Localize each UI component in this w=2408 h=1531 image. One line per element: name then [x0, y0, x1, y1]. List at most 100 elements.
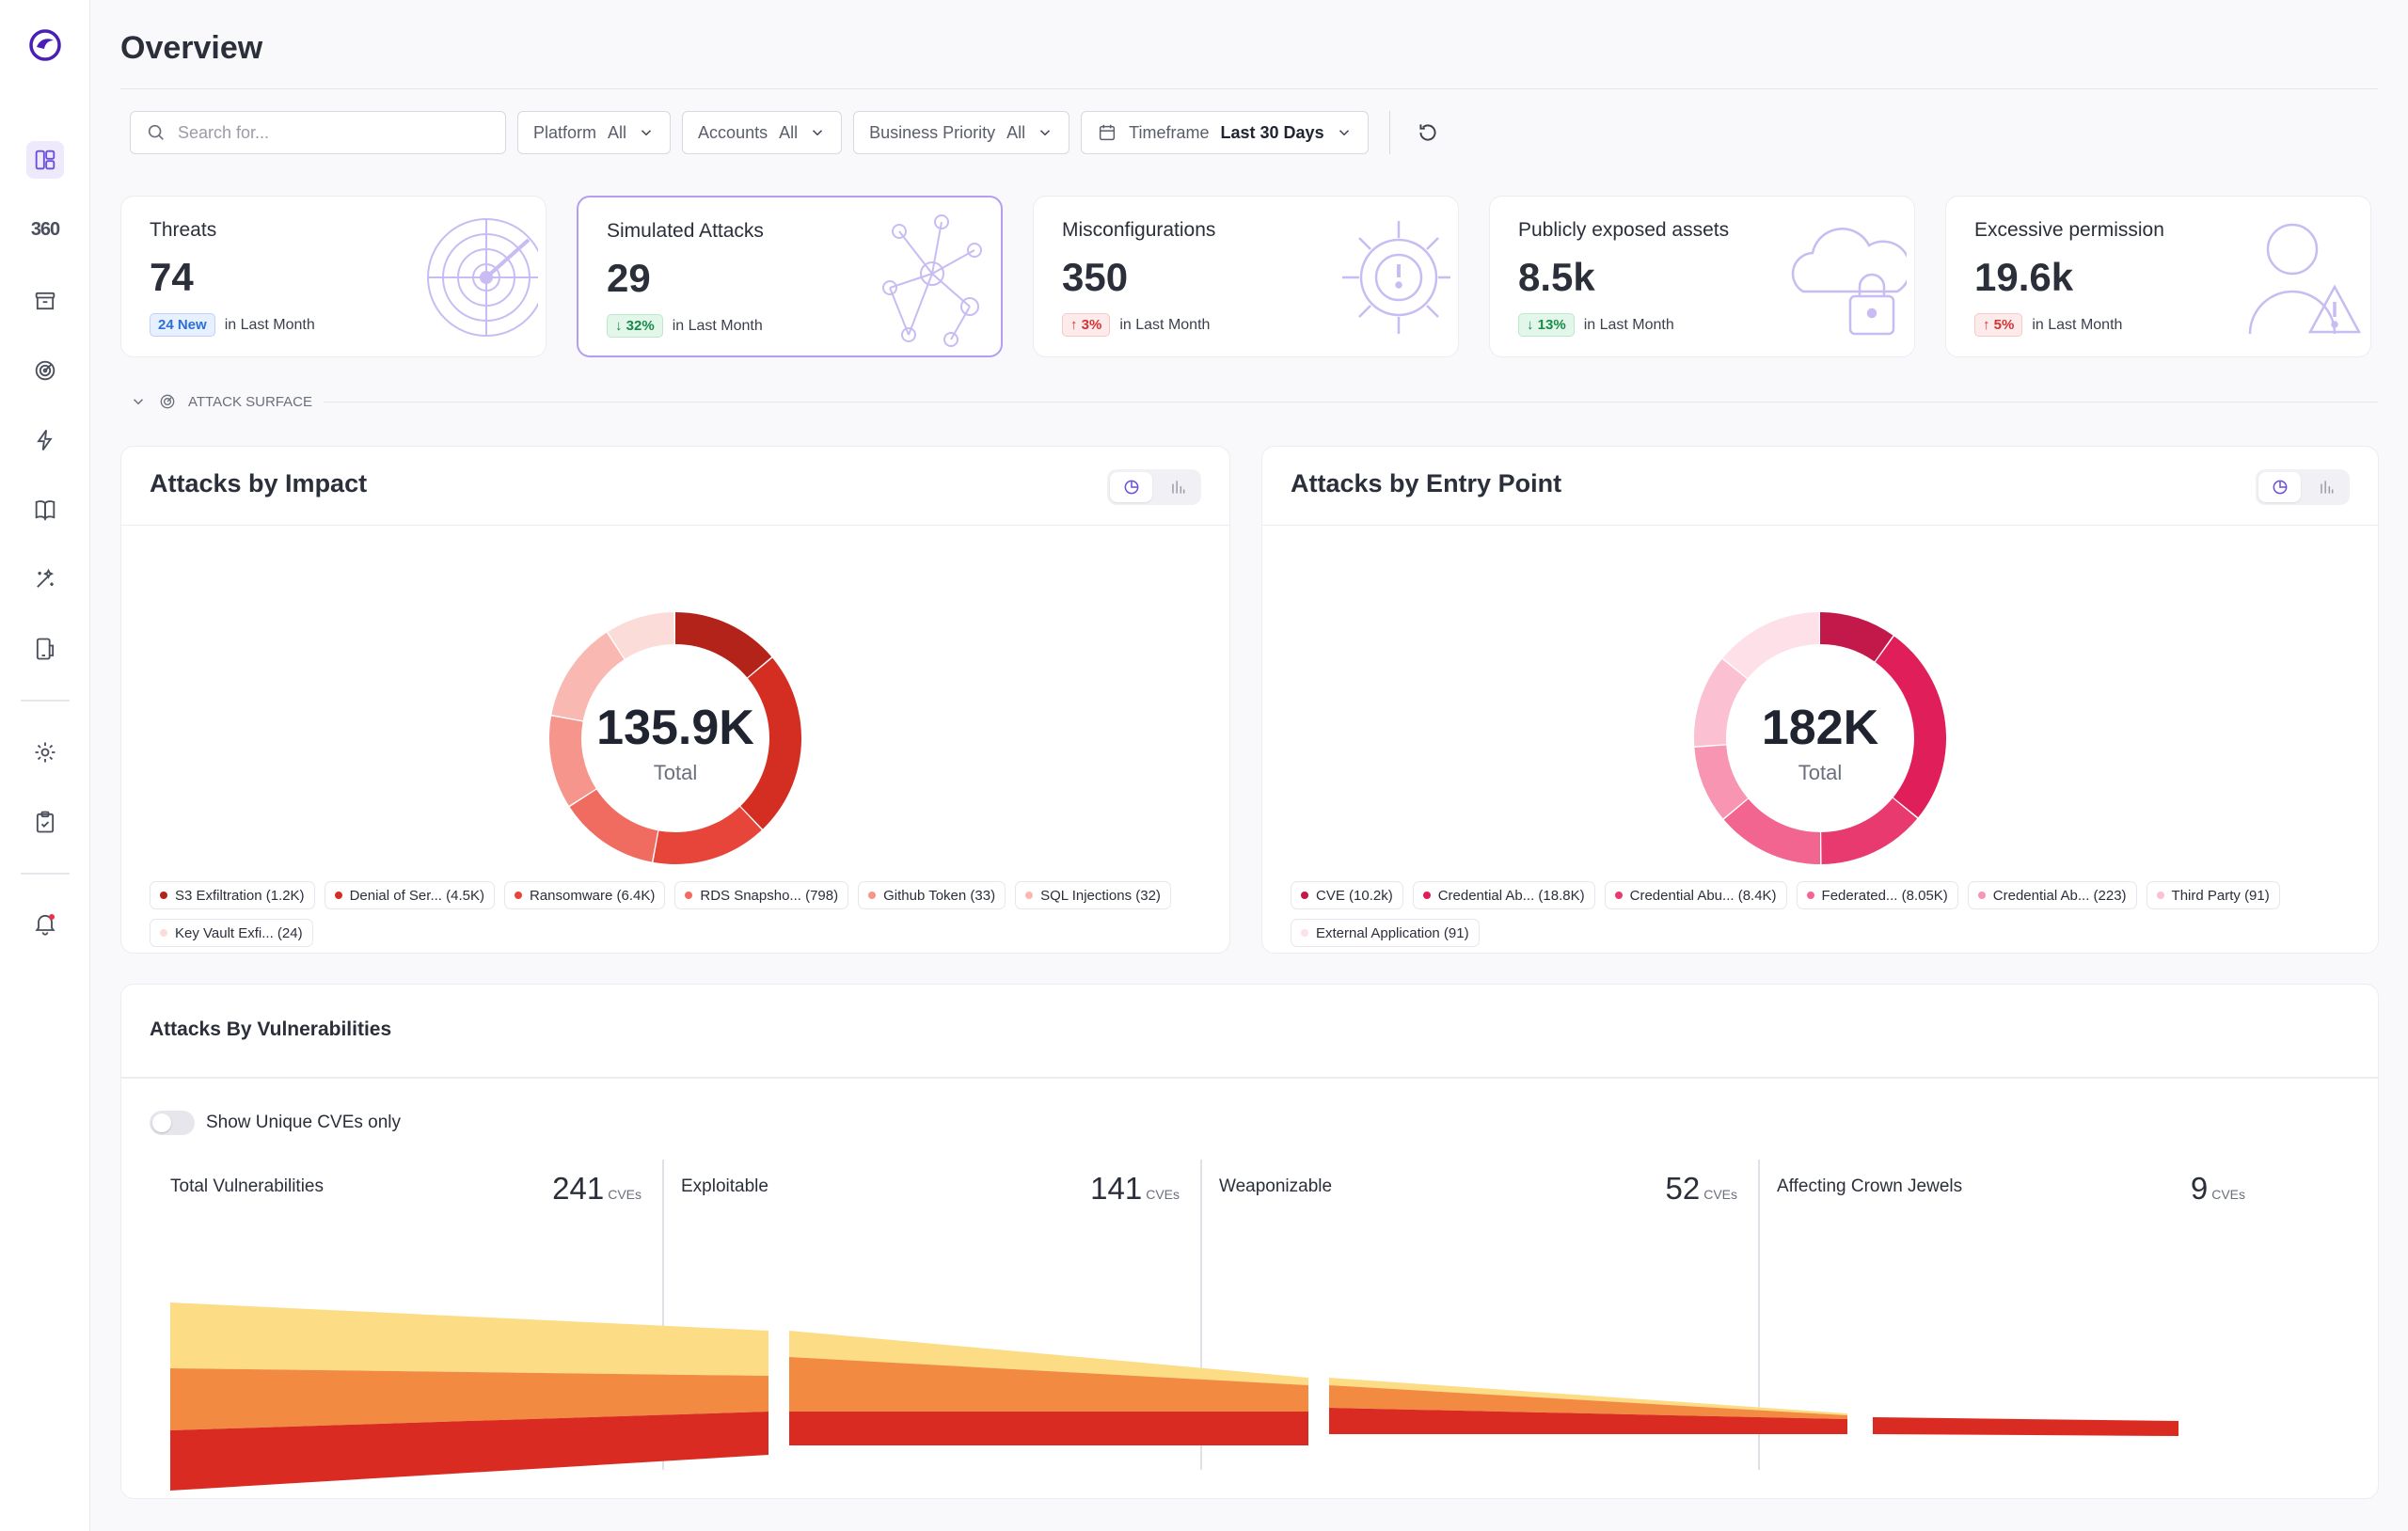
radar-illustration-icon	[427, 218, 538, 337]
impact-legend-item[interactable]: RDS Snapsho... (798)	[674, 881, 849, 909]
funnel-band-yellow	[170, 1302, 768, 1376]
timeframe-filter-value: Last 30 Days	[1220, 122, 1324, 142]
simulated-attacks-card[interactable]: Simulated Attacks 29 ↓ 32% in Last Month	[577, 196, 1003, 357]
gear-icon[interactable]	[26, 734, 64, 771]
clipboard-check-icon[interactable]	[26, 803, 64, 841]
publicly-exposed-assets-card[interactable]: Publicly exposed assets 8.5k ↓ 13% in La…	[1489, 196, 1915, 357]
misconfigurations-card[interactable]: Misconfigurations 350 ↑ 3% in Last Month	[1033, 196, 1459, 357]
impact-donut-segment[interactable]	[569, 789, 658, 862]
card-period: in Last Month	[1119, 316, 1211, 333]
impact-legend-item[interactable]: Github Token (33)	[858, 881, 1006, 909]
bell-icon[interactable]	[26, 905, 64, 942]
lightning-icon[interactable]	[26, 421, 64, 459]
impact-donut-segment[interactable]	[740, 657, 801, 829]
funnel-band-red	[1329, 1408, 1847, 1434]
impact-legend-item[interactable]: Denial of Ser... (4.5K)	[324, 881, 495, 909]
sidebar-divider	[21, 700, 70, 702]
card-title: Threats	[150, 219, 217, 241]
entry-donut-segment[interactable]	[1694, 745, 1748, 819]
stage-affecting-crown-jewels[interactable]: Affecting Crown Jewels 9 CVEs	[1758, 1160, 2266, 1470]
entry-legend-item[interactable]: Credential Abu... (8.4K)	[1604, 881, 1787, 909]
business-priority-filter[interactable]: Business Priority All	[853, 111, 1070, 154]
funnel-band-orange	[789, 1357, 1308, 1412]
accounts-filter[interactable]: Accounts All	[682, 111, 843, 154]
impact-donut-segment[interactable]	[675, 612, 772, 678]
trend-badge: ↑ 3%	[1062, 313, 1111, 337]
cloud-lock-illustration-icon	[1791, 228, 1907, 336]
stage-unit: CVEs	[2211, 1187, 2245, 1202]
radar-icon[interactable]	[26, 352, 64, 389]
timeframe-filter-label: Timeframe	[1129, 122, 1210, 142]
legend-label: Third Party (91)	[2171, 887, 2270, 904]
excessive-permission-card[interactable]: Excessive permission 19.6k ↑ 5% in Last …	[1945, 196, 2371, 357]
bar-chart-toggle[interactable]	[2305, 472, 2347, 502]
entry-legend-item[interactable]: Credential Ab... (223)	[1967, 881, 2137, 909]
impact-donut-total-label: Total	[654, 761, 697, 784]
entry-donut-segment[interactable]	[1875, 636, 1946, 818]
card-footer: ↓ 32% in Last Month	[607, 314, 763, 338]
stage-label: Exploitable	[681, 1176, 768, 1196]
chevron-down-icon	[133, 399, 144, 405]
entry-donut-segment[interactable]	[1722, 612, 1819, 679]
archive-icon[interactable]	[26, 282, 64, 320]
main-content: Overview Platform All Accounts All Busin…	[90, 0, 2408, 1531]
attack-surface-section[interactable]: ATTACK SURFACE	[130, 391, 2378, 412]
trend-badge: ↓ 32%	[607, 314, 663, 338]
stage-unit: CVEs	[1146, 1187, 1180, 1202]
card-value: 74	[150, 255, 194, 299]
entry-legend-item[interactable]: Credential Ab... (18.8K)	[1412, 881, 1595, 909]
pie-chart-toggle[interactable]	[1110, 472, 1152, 502]
entry-legend-item[interactable]: Third Party (91)	[2146, 881, 2280, 909]
impact-legend-item[interactable]: Ransomware (6.4K)	[503, 881, 666, 909]
search-box[interactable]	[130, 111, 506, 154]
platform-filter[interactable]: Platform All	[517, 111, 672, 154]
entry-legend-item[interactable]: Federated... (8.05K)	[1796, 881, 1958, 909]
impact-legend-item[interactable]: SQL Injections (32)	[1015, 881, 1171, 909]
stage-unit: CVEs	[1703, 1187, 1737, 1202]
magic-wand-icon[interactable]	[26, 560, 64, 598]
impact-donut-total: 135.9K	[596, 701, 754, 755]
device-icon[interactable]	[26, 630, 64, 668]
stage-weaponizable[interactable]: Weaponizable 52 CVEs	[1200, 1160, 1758, 1470]
entry-donut-segment[interactable]	[1723, 798, 1820, 864]
pie-chart-icon	[2273, 480, 2287, 495]
chart-type-toggle	[2256, 469, 2350, 505]
dashboard-icon[interactable]	[26, 141, 64, 179]
unique-cves-switch[interactable]	[150, 1111, 195, 1135]
timeframe-filter[interactable]: Timeframe Last 30 Days	[1081, 111, 1369, 154]
360-icon[interactable]: 360	[30, 218, 60, 240]
impact-legend-item[interactable]: Key Vault Exfi... (24)	[150, 919, 313, 947]
search-input[interactable]	[178, 122, 479, 143]
threats-card[interactable]: Threats 74 24 New in Last Month	[120, 196, 547, 357]
stage-count-value: 141	[1090, 1171, 1143, 1206]
refresh-button[interactable]	[1411, 116, 1445, 150]
entry-legend-item[interactable]: CVE (10.2k)	[1291, 881, 1403, 909]
pie-chart-toggle[interactable]	[2258, 472, 2301, 502]
impact-donut-segment[interactable]	[653, 806, 762, 864]
impact-legend-item[interactable]: S3 Exfiltration (1.2K)	[150, 881, 315, 909]
stage-count: 141 CVEs	[1090, 1171, 1180, 1207]
panel-divider	[121, 1077, 2378, 1079]
bar-chart-toggle[interactable]	[1156, 472, 1198, 502]
stage-exploitable[interactable]: Exploitable 141 CVEs	[662, 1160, 1200, 1470]
impact-donut-segment[interactable]	[608, 612, 674, 659]
card-period: in Last Month	[1583, 316, 1674, 333]
impact-donut-segment[interactable]	[551, 632, 625, 721]
entry-donut-chart: 182K Total	[1262, 541, 2378, 917]
stage-count: 52 CVEs	[1665, 1171, 1737, 1207]
entry-donut-segment[interactable]	[1821, 797, 1918, 864]
stage-total-vulnerabilities[interactable]: Total Vulnerabilities 241 CVEs	[121, 1160, 662, 1470]
app-logo[interactable]	[26, 26, 64, 64]
refresh-icon	[1419, 124, 1436, 141]
entry-legend-item[interactable]: External Application (91)	[1291, 919, 1480, 947]
entry-donut-segment[interactable]	[1820, 612, 1893, 662]
trend-badge: ↓ 13%	[1518, 313, 1575, 337]
legend-dot	[160, 892, 167, 899]
impact-donut-segment[interactable]	[549, 716, 596, 806]
funnel-band-yellow	[789, 1331, 1308, 1385]
network-illustration-icon	[882, 214, 982, 347]
legend-label: RDS Snapsho... (798)	[700, 887, 839, 904]
sidebar-divider	[21, 873, 70, 875]
book-icon[interactable]	[26, 491, 64, 529]
entry-donut-segment[interactable]	[1694, 658, 1748, 747]
